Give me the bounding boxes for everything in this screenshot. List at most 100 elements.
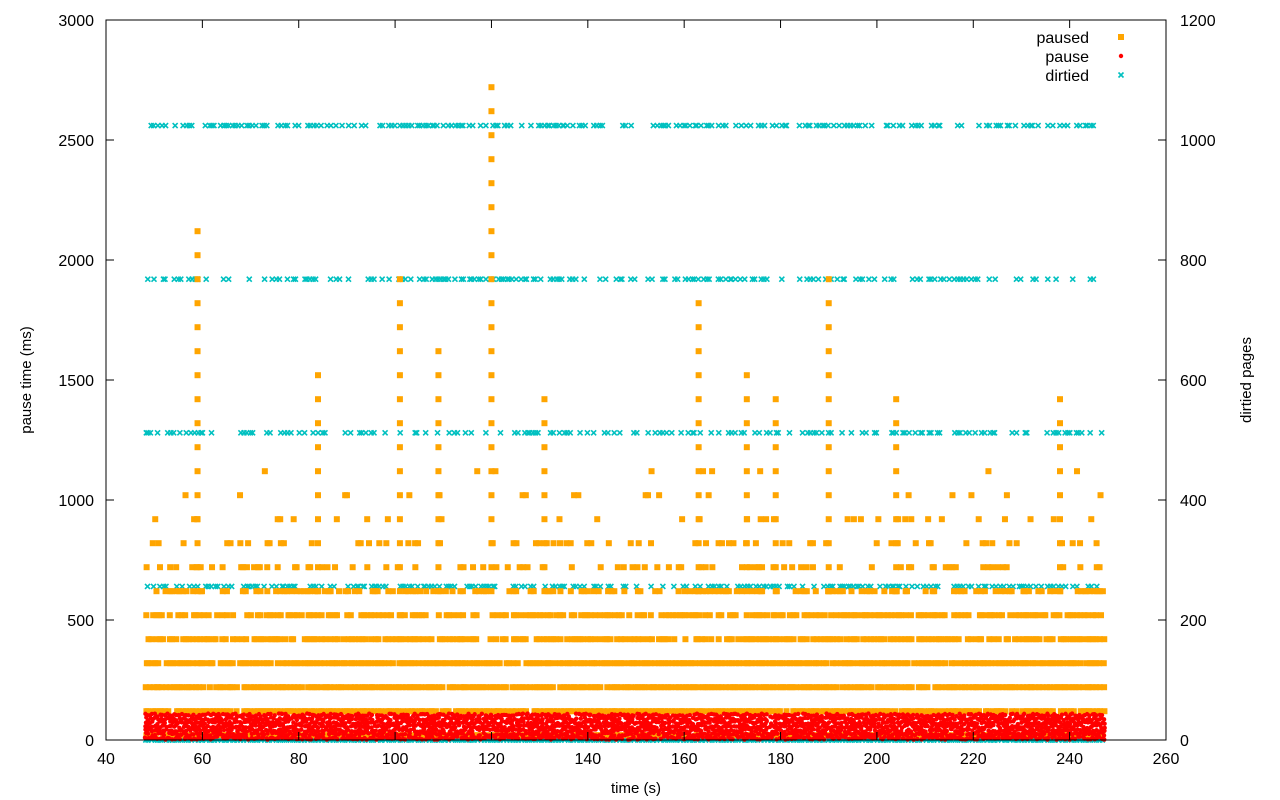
- paused-point: [1051, 684, 1058, 691]
- pause-point: [218, 728, 223, 734]
- paused-point: [954, 612, 961, 619]
- dirtied-point: [150, 276, 158, 283]
- dirtied-point: [806, 122, 813, 129]
- dirtied-point: [154, 429, 161, 436]
- paused-point: [627, 540, 634, 547]
- paused-point: [315, 540, 321, 547]
- pause-point: [198, 728, 203, 733]
- pause-point: [588, 728, 593, 734]
- dirtied-point: [523, 276, 530, 283]
- dirtied-point: [1049, 122, 1056, 129]
- dirtied-point: [1012, 122, 1019, 129]
- dirtied-point: [530, 276, 537, 283]
- dirtied-point: [697, 122, 705, 129]
- paused-point: [340, 636, 347, 643]
- paused-point: [1032, 660, 1039, 667]
- paused-point: [223, 708, 230, 715]
- dirtied-point: [498, 276, 505, 283]
- paused-point: [355, 684, 362, 691]
- paused-point: [694, 636, 701, 643]
- paused-point: [317, 660, 324, 667]
- paused-point: [621, 636, 628, 643]
- paused-point: [1023, 732, 1030, 739]
- paused-point: [388, 684, 395, 691]
- paused-point: [627, 708, 634, 715]
- paused-point: [921, 612, 928, 619]
- paused-point: [1072, 660, 1079, 667]
- paused-point: [280, 684, 287, 691]
- paused-point: [571, 612, 578, 619]
- dirtied-point: [534, 429, 542, 436]
- pause-point: [1015, 721, 1021, 727]
- paused-point: [435, 660, 442, 667]
- pause-point: [345, 725, 350, 730]
- paused-point: [374, 660, 381, 667]
- dirtied-point: [723, 583, 730, 590]
- dirtied-point: [362, 429, 369, 436]
- paused-point: [893, 516, 900, 523]
- paused-point: [482, 588, 489, 595]
- paused-point: [858, 588, 865, 595]
- dirtied-point: [521, 583, 529, 590]
- paused-point: [455, 612, 462, 619]
- paused-point: [366, 540, 373, 547]
- dirtied-point: [238, 122, 245, 129]
- pause-point: [656, 719, 661, 725]
- paused-point: [1096, 660, 1103, 667]
- paused-point: [924, 612, 931, 619]
- dirtied-point: [695, 276, 702, 283]
- dirtied-point: [188, 122, 195, 129]
- paused-point: [523, 612, 530, 619]
- paused-point: [522, 492, 529, 499]
- paused-point: [283, 660, 290, 667]
- paused-point: [789, 564, 796, 571]
- paused-point: [695, 612, 702, 619]
- paused-point: [825, 324, 832, 331]
- pause-point: [690, 721, 696, 727]
- paused-point: [691, 588, 698, 595]
- dirtied-point: [936, 429, 943, 436]
- pause-point: [663, 725, 668, 731]
- paused-point: [1007, 612, 1014, 619]
- paused-point: [394, 708, 401, 715]
- paused-point: [756, 684, 763, 691]
- paused-point: [216, 708, 223, 715]
- paused-point: [480, 708, 487, 715]
- pause-point: [1096, 721, 1101, 726]
- paused-point: [904, 660, 911, 667]
- paused-point: [695, 372, 702, 379]
- dirtied-point: [564, 122, 571, 129]
- paused-point: [988, 660, 995, 667]
- pause-point: [279, 735, 285, 740]
- paused-point: [847, 636, 854, 643]
- pause-point: [891, 720, 897, 726]
- paused-point: [634, 684, 641, 691]
- paused-point: [347, 684, 354, 691]
- pause-point: [439, 723, 444, 728]
- paused-point: [322, 636, 329, 643]
- paused-point: [604, 684, 611, 691]
- dirtied-point: [287, 429, 295, 436]
- paused-point: [1063, 636, 1070, 643]
- dirtied-point: [706, 276, 713, 283]
- paused-point: [703, 708, 710, 715]
- dirtied-point: [391, 122, 398, 129]
- paused-point: [1087, 588, 1094, 595]
- paused-point: [143, 612, 150, 619]
- pause-point: [723, 721, 728, 726]
- paused-point: [893, 492, 900, 499]
- paused-point: [925, 516, 932, 523]
- dirtied-point: [824, 122, 832, 129]
- paused-point: [523, 708, 530, 715]
- paused-point: [251, 564, 258, 571]
- paused-point: [488, 588, 495, 595]
- pause-point: [518, 723, 523, 728]
- dirtied-point: [958, 122, 965, 129]
- dirtied-point: [1013, 429, 1020, 436]
- paused-point: [948, 660, 955, 667]
- paused-point: [786, 612, 793, 619]
- dirtied-point: [718, 583, 725, 590]
- paused-point: [405, 708, 412, 715]
- paused-point: [1009, 708, 1016, 715]
- pause-point: [742, 727, 748, 732]
